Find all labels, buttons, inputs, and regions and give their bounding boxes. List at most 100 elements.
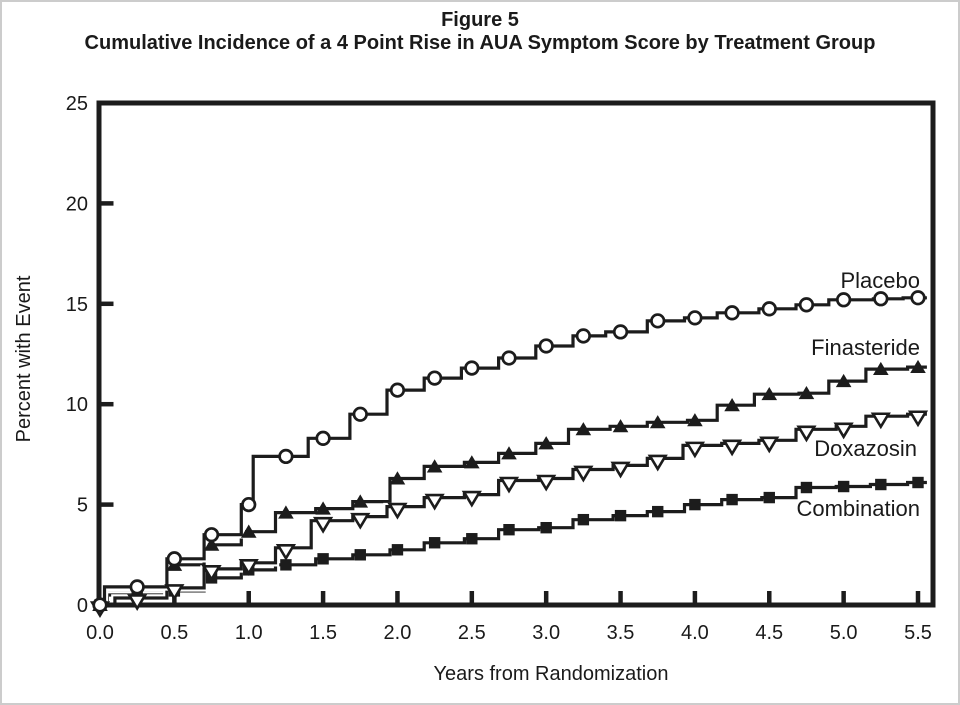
y-tick-label: 10 [66, 394, 88, 416]
figure-title-block: Figure 5 Cumulative Incidence of a 4 Poi… [0, 9, 960, 55]
series-placebo-marker [352, 406, 368, 422]
series-doxazosin-marker [610, 461, 631, 479]
series-placebo-marker [761, 301, 777, 317]
x-tick-label: 4.0 [681, 622, 709, 644]
x-tick-label: 4.5 [755, 622, 783, 644]
series-combination-marker [614, 509, 627, 522]
series-doxazosin-marker [275, 543, 297, 561]
series-placebo-marker [575, 328, 592, 344]
series-placebo-marker [910, 290, 926, 306]
series-doxazosin-marker [647, 454, 668, 472]
series-placebo-marker [612, 324, 629, 340]
series-doxazosin-marker [573, 465, 594, 483]
series-finasteride-marker [352, 494, 369, 508]
series-finasteride-marker [278, 505, 294, 519]
series-placebo-line [100, 296, 927, 607]
x-tick-label: 1.5 [309, 622, 337, 644]
x-axis-title: Years from Randomization [434, 663, 669, 685]
series-doxazosin-marker [721, 439, 743, 457]
series-finasteride-marker [389, 471, 406, 485]
series-placebo-marker [538, 338, 554, 354]
series-placebo-marker [650, 313, 666, 329]
x-tick-label: 2.5 [458, 622, 486, 644]
series-placebo-marker [389, 382, 406, 398]
series-placebo-marker [687, 310, 703, 326]
series-placebo-marker [278, 448, 294, 465]
series-combination-marker [875, 478, 887, 491]
series-placebo-marker [501, 350, 517, 366]
series-finasteride-marker [910, 359, 926, 374]
series-combination-marker [391, 544, 404, 556]
series-label-finasteride: Finasteride [811, 335, 920, 360]
series-doxazosin-marker [498, 476, 520, 494]
series-doxazosin-marker [201, 565, 222, 582]
series-combination-marker [354, 549, 366, 561]
series-combination-marker [466, 533, 478, 545]
y-tick-label: 15 [66, 294, 88, 316]
series-placebo-marker [724, 305, 740, 321]
series-finasteride-marker [538, 436, 554, 450]
series-combination-marker [837, 480, 850, 493]
series-placebo-marker [92, 597, 108, 613]
series-finasteride-marker [761, 386, 778, 401]
x-tick-label: 5.0 [830, 622, 858, 644]
series-combination-marker [577, 513, 590, 526]
series-doxazosin-marker [461, 490, 482, 508]
figure-title: Cumulative Incidence of a 4 Point Rise i… [84, 32, 876, 54]
x-tick-label: 5.5 [904, 622, 932, 644]
series-doxazosin-marker [684, 441, 706, 459]
series-finasteride-marker [501, 446, 517, 460]
series-combination-marker [540, 521, 552, 534]
series-finasteride-marker [873, 361, 889, 376]
y-axis-title: Percent with Event [13, 275, 35, 442]
series-finasteride-marker [835, 373, 852, 388]
series-combination-marker [317, 553, 329, 565]
series-combination-marker [503, 524, 515, 536]
series-placebo-marker [241, 496, 257, 513]
series-combination-marker [689, 498, 701, 511]
series-combination-line [100, 480, 927, 607]
series-doxazosin-marker [387, 502, 408, 520]
series-combination-marker [912, 476, 924, 489]
series-doxazosin-marker [312, 516, 334, 534]
series-finasteride-marker [798, 385, 815, 400]
series-placebo-marker [873, 291, 889, 307]
series-finasteride-marker [240, 524, 257, 538]
series-placebo-marker [166, 551, 183, 567]
series-placebo-marker [129, 579, 145, 595]
series-doxazosin-marker [350, 512, 371, 530]
series-label-placebo: Placebo [840, 268, 920, 293]
series-doxazosin-marker [796, 425, 817, 443]
series-doxazosin-marker [870, 412, 891, 430]
series-doxazosin-marker [238, 559, 259, 576]
series-doxazosin-marker [759, 436, 780, 454]
series-finasteride-marker [724, 398, 740, 412]
series-doxazosin-marker [536, 474, 557, 492]
series-combination-marker [763, 491, 775, 504]
series-doxazosin-marker [127, 594, 148, 611]
x-tick-label: 3.5 [607, 622, 635, 644]
series-finasteride-marker [315, 501, 331, 515]
series-combination-marker [726, 493, 738, 506]
series-combination-marker [800, 481, 813, 494]
series-label-combination: Combination [796, 496, 920, 521]
x-tick-label: 0.5 [160, 622, 188, 644]
series-doxazosin-marker [907, 410, 929, 428]
series-finasteride-marker [426, 459, 443, 473]
plot-frame [96, 100, 936, 608]
series-combination-marker [428, 537, 441, 549]
series-placebo-marker [315, 430, 331, 446]
series-placebo-marker [798, 297, 815, 313]
series-finasteride-marker [649, 415, 666, 429]
series-finasteride-marker [612, 419, 629, 433]
series-placebo-marker [203, 527, 220, 543]
series-combination-marker [280, 559, 292, 571]
figure-number: Figure 5 [441, 9, 519, 31]
series-combination-marker [652, 505, 664, 518]
x-tick-label: 1.0 [235, 622, 263, 644]
y-tick-label: 20 [66, 193, 88, 215]
series-placebo-marker [835, 292, 852, 308]
y-tick-label: 5 [77, 495, 88, 517]
x-tick-label: 0.0 [86, 622, 114, 644]
